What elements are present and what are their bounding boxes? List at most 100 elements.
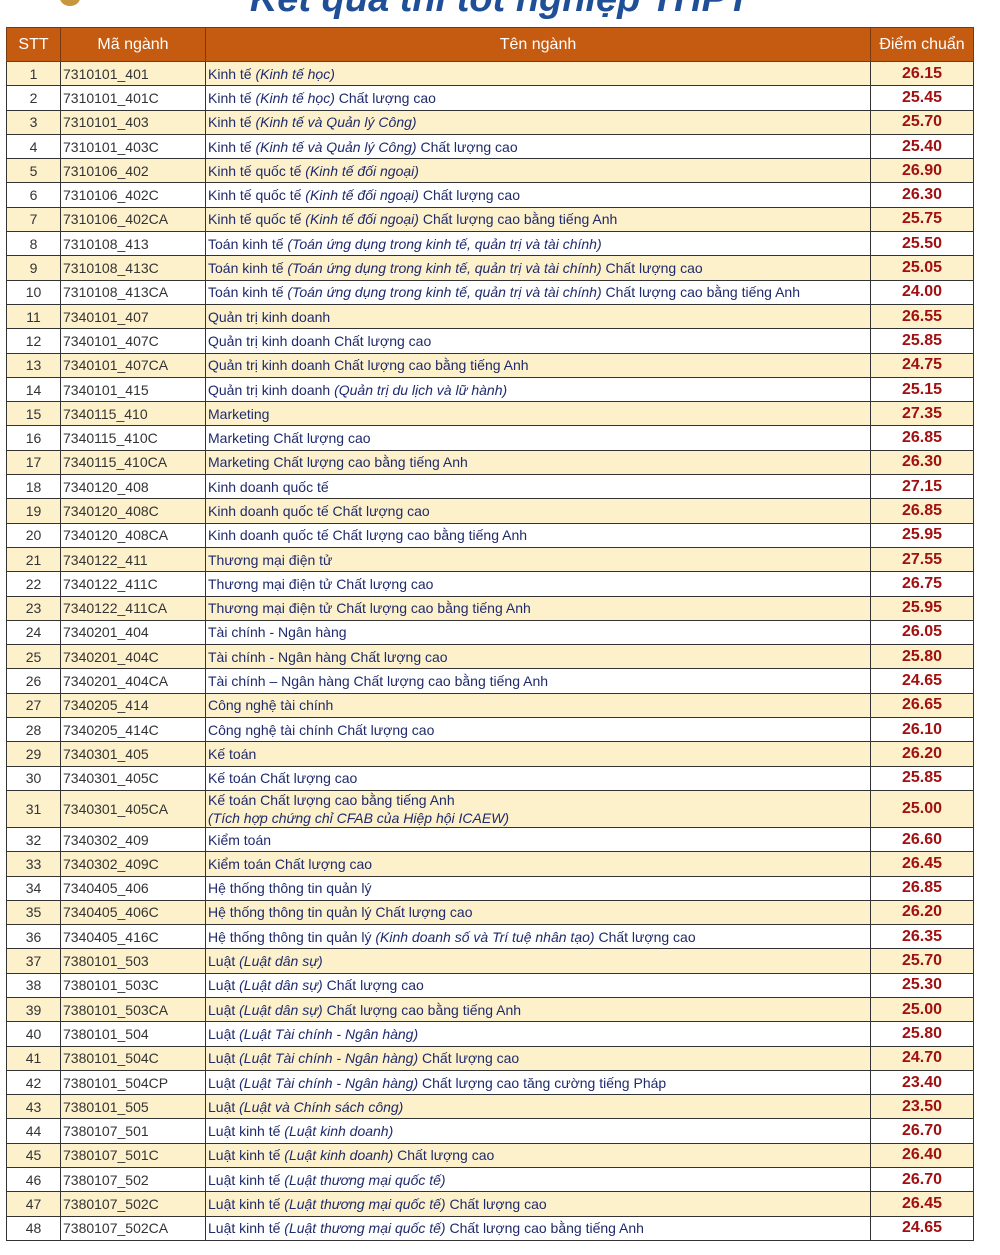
row-stt: 10 [6,279,61,305]
row-score: 27.35 [870,401,974,427]
table-row: 39 7380101_503CA Luật (Luật dân sự) Chất l… [6,996,974,1023]
row-score: 25.00 [870,789,974,828]
row-major-name: Kế toán [205,741,871,767]
row-stt: 42 [6,1069,61,1096]
row-score: 27.55 [870,546,974,573]
row-major-code: 7340201_404C [60,644,206,670]
row-major-name: Luật kinh tế (Luật kinh doanh) Chất lượn… [205,1142,871,1169]
major-name-text: Chất lượng cao [601,260,703,277]
row-stt: 8 [6,231,61,257]
row-stt: 31 [6,789,61,828]
major-specialization: (Luật thương mại quốc tế) [284,1171,446,1188]
table-row: 3 7310101_403 Kinh tế (Kinh tế và Quản lý … [6,109,974,135]
row-major-name: Hệ thống thông tin quản lý Chất lượng ca… [205,899,871,926]
major-name-text: Thương mại điện tử Chất lượng cao [208,575,434,592]
row-major-code: 7340405_406C [60,899,206,926]
row-major-code: 7340101_407C [60,328,206,354]
row-major-code: 7340122_411CA [60,595,206,621]
major-name-text: Chất lượng cao [416,138,518,155]
table-row: 43 7380101_505 Luật (Luật và Chính sách cô… [6,1094,974,1120]
row-major-code: 7340302_409C [60,851,206,877]
major-name-text: Chất lượng cao [334,89,436,106]
row-major-code: 7340101_407 [60,303,206,330]
table-row: 40 7380101_504 Luật (Luật Tài chính - Ngân… [6,1021,974,1047]
major-name-text: Marketing Chất lượng cao bằng tiếng Anh [208,454,468,471]
row-major-name: Tài chính - Ngân hàng [205,619,871,646]
major-name-text: Toán kinh tế [208,235,288,252]
row-score: 26.65 [870,692,974,719]
row-score: 26.70 [870,1118,974,1144]
major-name-text: Kinh tế [208,65,256,82]
row-score: 25.70 [870,948,974,974]
table-row: 34 7340405_406 Hệ thống thông tin quản lý 2… [6,875,974,901]
row-score: 26.40 [870,1142,974,1169]
row-major-name: Marketing Chất lượng cao bằng tiếng Anh [205,449,871,476]
row-major-name: Kinh tế quốc tế (Kinh tế đối ngoại) Chất… [205,182,871,208]
row-score: 25.05 [870,255,974,281]
row-score: 24.65 [870,1215,974,1241]
row-major-name: Kế toán Chất lượng cao [205,765,871,791]
major-name-text: Luật [208,977,240,994]
row-major-code: 7380101_503CA [60,996,206,1023]
table-row: 35 7340405_406C Hệ thống thông tin quản lý… [6,899,974,926]
row-major-code: 7340122_411 [60,546,206,573]
row-score: 25.30 [870,972,974,998]
major-name-text: Chất lượng cao [418,187,520,204]
row-score: 23.40 [870,1069,974,1096]
table-row: 33 7340302_409C Kiểm toán Chất lượng cao 26… [6,851,974,877]
major-name-text: Kiểm toán Chất lượng cao [208,855,373,872]
row-major-code: 7380101_504CP [60,1069,206,1096]
row-score: 25.40 [870,133,974,160]
row-major-name: Kinh tế (Kinh tế và Quản lý Công) Chất l… [205,133,871,160]
row-score: 23.50 [870,1094,974,1120]
row-score: 26.75 [870,571,974,597]
major-name-text: Kiểm toán [208,831,272,848]
row-stt: 32 [6,826,61,853]
row-major-name: Công nghệ tài chính [205,692,871,719]
major-name-text: Quản trị kinh doanh [208,308,331,325]
major-name-text: Kinh tế quốc tế [208,162,306,179]
major-name-text: Quản trị kinh doanh [208,381,335,398]
major-name-text: Hệ thống thông tin quản lý Chất lượng ca… [208,904,473,921]
row-major-name: Tài chính – Ngân hàng Chất lượng cao bằn… [205,668,871,694]
row-score: 26.55 [870,303,974,330]
row-score: 26.45 [870,1191,974,1217]
row-major-code: 7310106_402CA [60,206,206,233]
table-row: 9 7310108_413C Toán kinh tế (Toán ứng dụng… [6,255,974,281]
table-row: 42 7380101_504CP Luật (Luật Tài chính - Ng… [6,1069,974,1096]
major-specialization: (Tích hợp chứng chỉ CFAB của Hiệp hội IC… [208,809,510,826]
table-row: 6 7310106_402C Kinh tế quốc tế (Kinh tế đố… [6,182,974,208]
major-name-text: Chất lượng cao [594,928,696,945]
row-major-name: Luật kinh tế (Luật kinh doanh) [205,1118,871,1144]
row-major-name: Toán kinh tế (Toán ứng dụng trong kinh t… [205,255,871,281]
row-major-name: Luật kinh tế (Luật thương mại quốc tế) [205,1167,871,1193]
row-major-name: Kinh tế quốc tế (Kinh tế đối ngoại) [205,158,871,184]
header-stt: STT [6,27,61,62]
table-row: 20 7340120_408CA Kinh doanh quốc tế Chất l… [6,522,974,548]
row-major-code: 7310101_403C [60,133,206,160]
major-name-text: Kinh tế [208,114,256,131]
major-name-text: Tài chính – Ngân hàng Chất lượng cao bằn… [208,673,549,690]
major-specialization: (Kinh doanh số và Trí tuệ nhân tạo) [375,928,595,945]
row-major-name: Luật (Luật dân sự) [205,948,871,974]
major-specialization: (Kinh tế đối ngoại) [305,162,419,179]
row-major-code: 7380107_502CA [60,1215,206,1241]
major-specialization: (Luật thương mại quốc tế) [284,1196,446,1212]
table-row: 18 7340120_408 Kinh doanh quốc tế 27.15 [6,474,974,500]
row-stt: 47 [6,1191,61,1217]
row-stt: 20 [6,522,61,548]
row-major-name: Quản trị kinh doanh [205,303,871,330]
row-score: 26.70 [870,1167,974,1193]
row-major-name: Kinh tế (Kinh tế học) Chất lượng cao [205,85,871,111]
row-score: 24.65 [870,668,974,694]
row-stt: 39 [6,996,61,1023]
row-stt: 12 [6,328,61,354]
row-major-code: 7340122_411C [60,571,206,597]
table-row: 17 7340115_410CA Marketing Chất lượng cao … [6,449,974,476]
row-stt: 33 [6,851,61,877]
major-name-text: Luật kinh tế [208,1123,285,1140]
major-specialization: (Luật và Chính sách công) [239,1098,404,1115]
row-score: 26.20 [870,899,974,926]
row-major-name: Kế toán Chất lượng cao bằng tiếng Anh (Tí… [205,789,871,828]
row-major-code: 7310101_401C [60,85,206,111]
